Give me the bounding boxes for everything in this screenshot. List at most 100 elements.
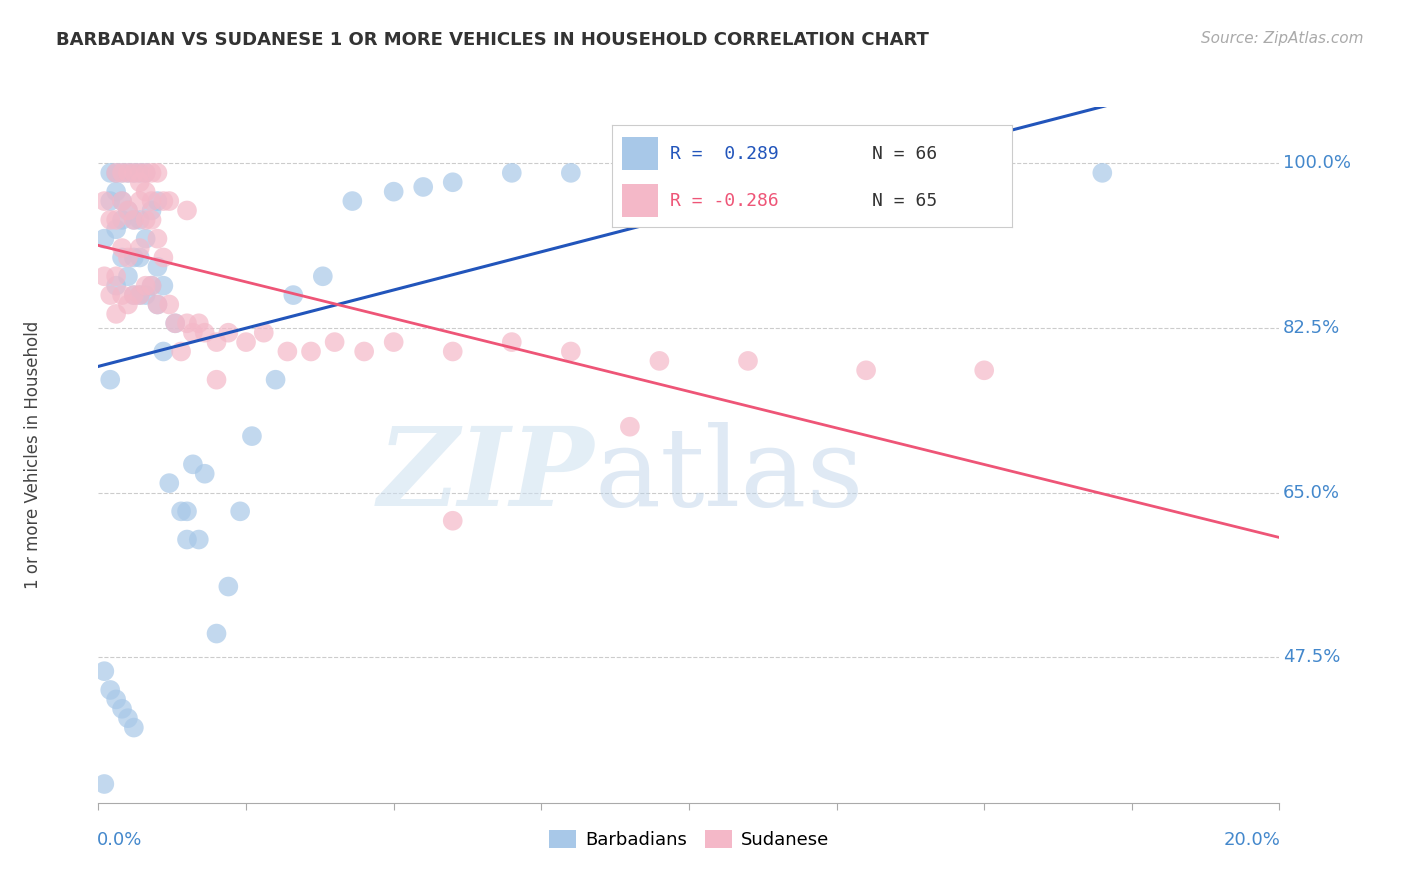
Point (441, 514, 464, 528)
Point (105, 166, 128, 180)
Point (122, 212, 145, 227)
Point (194, 326, 217, 340)
Point (501, 335, 523, 350)
Text: BARBADIAN VS SUDANESE 1 OR MORE VEHICLES IN HOUSEHOLD CORRELATION CHART: BARBADIAN VS SUDANESE 1 OR MORE VEHICLES… (56, 31, 929, 49)
Point (560, 166, 582, 180)
Point (105, 222, 128, 236)
Point (264, 373, 287, 387)
Text: Source: ZipAtlas.com: Source: ZipAtlas.com (1201, 31, 1364, 46)
Point (117, 269, 139, 284)
Point (98, 683, 121, 698)
Point (93, 664, 115, 678)
Point (135, 185, 157, 199)
Point (176, 203, 198, 218)
Point (157, 476, 180, 491)
Point (117, 166, 139, 180)
Point (105, 307, 128, 321)
Text: R = -0.286: R = -0.286 (669, 192, 779, 210)
Point (737, 166, 759, 180)
Text: 82.5%: 82.5% (1284, 319, 1340, 337)
Point (135, 166, 157, 180)
Point (560, 344, 582, 359)
Point (111, 702, 134, 716)
Text: atlas: atlas (595, 422, 865, 529)
Text: 0.0%: 0.0% (97, 830, 142, 848)
Point (176, 504, 198, 518)
Point (128, 166, 150, 180)
Point (98, 373, 121, 387)
Point (128, 166, 150, 180)
Text: 47.5%: 47.5% (1284, 648, 1340, 666)
Point (122, 721, 145, 735)
Point (157, 194, 180, 208)
Point (122, 251, 145, 265)
Point (117, 251, 139, 265)
Point (141, 278, 163, 293)
Point (1091, 166, 1114, 180)
Point (135, 212, 157, 227)
Text: 1 or more Vehicles in Household: 1 or more Vehicles in Household (24, 321, 42, 589)
Point (855, 363, 877, 377)
Point (187, 533, 209, 547)
Point (111, 212, 134, 227)
Point (135, 278, 157, 293)
Point (737, 354, 759, 368)
Point (176, 533, 198, 547)
Point (648, 166, 671, 180)
Point (105, 185, 128, 199)
Point (135, 288, 157, 302)
Point (141, 194, 163, 208)
Text: ZIP: ZIP (378, 422, 595, 530)
Point (181, 458, 204, 472)
Point (619, 419, 641, 434)
Point (441, 344, 464, 359)
Point (181, 326, 204, 340)
Point (141, 166, 163, 180)
Point (122, 212, 145, 227)
Point (648, 354, 671, 368)
Point (111, 194, 134, 208)
Point (217, 580, 239, 594)
Point (122, 288, 145, 302)
Point (253, 326, 276, 340)
Point (111, 166, 134, 180)
Point (205, 626, 228, 640)
Point (128, 288, 150, 302)
Point (98, 212, 121, 227)
Point (176, 316, 198, 330)
Point (342, 194, 364, 208)
Point (105, 278, 128, 293)
Point (111, 166, 134, 180)
Point (382, 185, 405, 199)
Point (122, 288, 145, 302)
Point (128, 194, 150, 208)
Point (128, 175, 150, 189)
Point (93, 232, 115, 246)
Point (105, 269, 128, 284)
Point (111, 194, 134, 208)
FancyBboxPatch shape (621, 137, 658, 170)
Point (382, 335, 405, 350)
Point (117, 711, 139, 725)
Text: N = 65: N = 65 (872, 192, 938, 210)
Point (146, 166, 169, 180)
Point (117, 203, 139, 218)
Point (98, 194, 121, 208)
Point (312, 269, 335, 284)
Point (146, 232, 169, 246)
Point (855, 166, 877, 180)
Point (146, 297, 169, 311)
Point (105, 692, 128, 706)
Point (205, 335, 228, 350)
Point (98, 288, 121, 302)
Point (973, 166, 995, 180)
Point (111, 288, 134, 302)
Point (170, 504, 193, 518)
Point (299, 344, 322, 359)
Point (152, 194, 174, 208)
Point (105, 166, 128, 180)
Point (117, 203, 139, 218)
Point (229, 504, 252, 518)
Text: R =  0.289: R = 0.289 (669, 145, 779, 162)
Point (117, 297, 139, 311)
